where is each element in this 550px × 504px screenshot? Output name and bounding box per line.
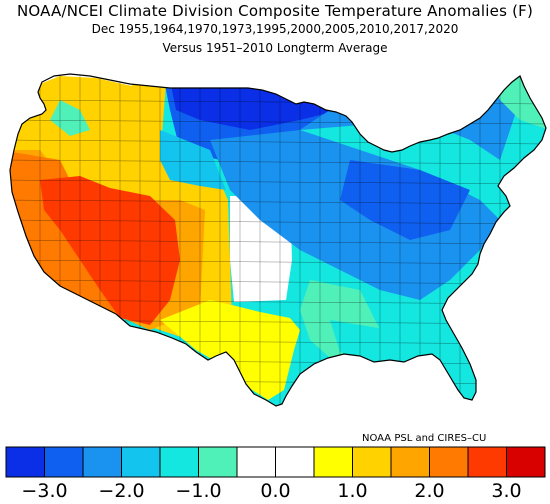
colorbar-swatch (159, 446, 199, 478)
map-subtitle-years: Dec 1955,1964,1970,1973,1995,2000,2005,2… (91, 22, 459, 36)
colorbar-swatch (275, 446, 315, 478)
colorbar-swatch (352, 446, 392, 478)
colorbar-swatch (5, 446, 45, 478)
colorbar-tick-label: 3.0 (491, 480, 522, 502)
colorbar-swatch (236, 446, 276, 478)
data-credit: NOAA PSL and CIRES–CU (362, 433, 487, 444)
colorbar-swatch (198, 446, 238, 478)
colorbar-swatch (44, 446, 84, 478)
colorbar-tick-label: −3.0 (21, 480, 68, 502)
colorbar-swatch (390, 446, 430, 478)
colorbar-swatch (429, 446, 469, 478)
colorbar-tick-label: 2.0 (414, 480, 445, 502)
colorbar-swatch (467, 446, 507, 478)
colorbar-swatch (506, 446, 546, 478)
colorbar-tick-label: 1.0 (337, 480, 368, 502)
colorbar (5, 446, 546, 478)
colorbar-swatch (313, 446, 353, 478)
map-title: NOAA/NCEI Climate Division Composite Tem… (16, 2, 534, 20)
us-anomaly-map (9, 73, 547, 407)
map-subtitle-baseline: Versus 1951–2010 Longterm Average (162, 41, 388, 55)
colorbar-tick-label: 0.0 (260, 480, 291, 502)
colorbar-tick-label: −2.0 (98, 480, 145, 502)
colorbar-swatch (121, 446, 161, 478)
colorbar-tick-label: −1.0 (175, 480, 222, 502)
colorbar-swatch (82, 446, 122, 478)
